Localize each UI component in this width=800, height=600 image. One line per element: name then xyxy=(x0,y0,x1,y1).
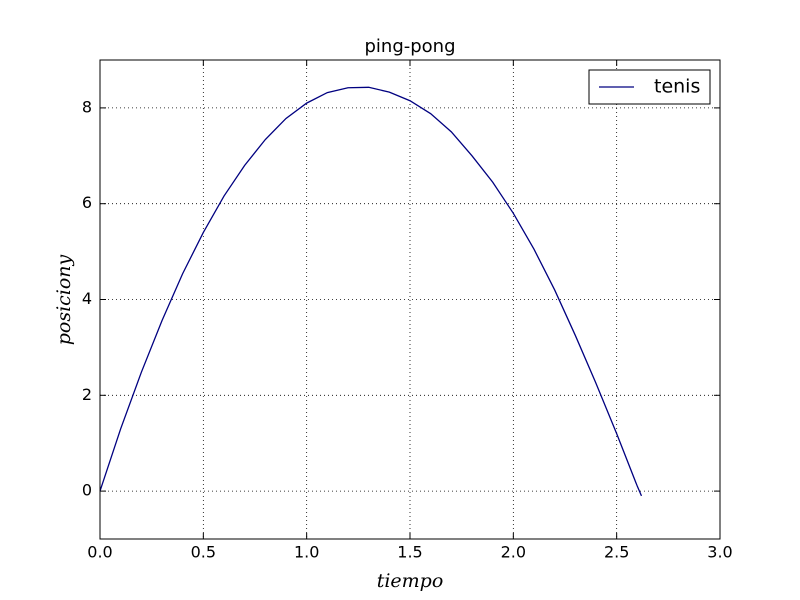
y-tick-label: 2 xyxy=(82,385,92,404)
y-tick-label: 0 xyxy=(82,481,92,500)
y-tick-label: 4 xyxy=(82,289,92,308)
chart-title: ping-pong xyxy=(364,36,455,57)
plot-frame xyxy=(99,59,721,540)
x-tick-label: 0.5 xyxy=(191,543,216,562)
x-tick-label: 1.0 xyxy=(294,543,319,562)
x-tick-label: 2.5 xyxy=(604,543,629,562)
x-axis-label: tiempo xyxy=(377,570,444,592)
x-tick-label: 0.0 xyxy=(87,543,112,562)
line-series xyxy=(99,86,643,497)
x-tick-label: 3.0 xyxy=(707,543,732,562)
x-tick-label: 1.5 xyxy=(397,543,422,562)
y-tick-label: 8 xyxy=(82,97,92,116)
y-tick-label: 6 xyxy=(82,193,92,212)
x-tick-label: 2.0 xyxy=(501,543,526,562)
legend-label: tenis xyxy=(654,76,700,98)
y-axis-label: posiciony xyxy=(53,254,75,345)
